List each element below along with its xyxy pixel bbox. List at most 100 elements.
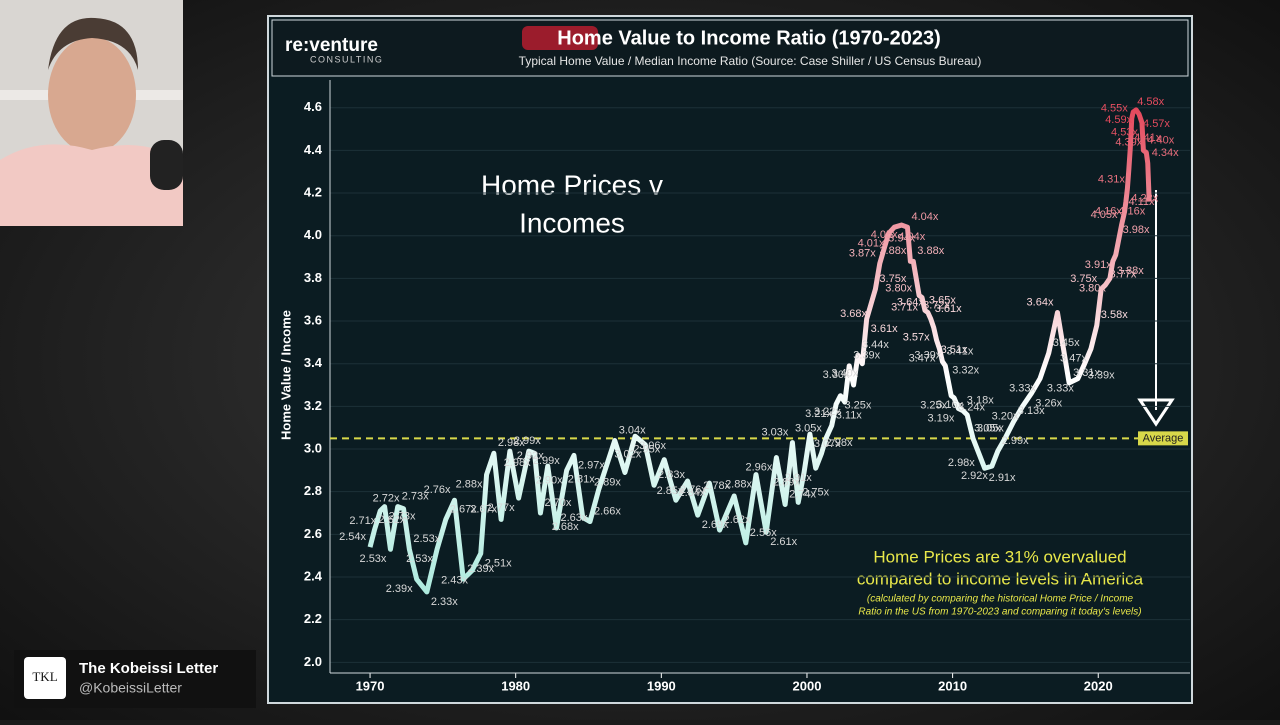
value-label: 3.02x (614, 449, 641, 461)
value-label: 2.73x (402, 491, 429, 503)
value-label: 2.91x (989, 472, 1016, 484)
value-label: 2.75x (802, 486, 829, 498)
value-label: 3.64x (897, 296, 924, 308)
value-label: 2.83x (658, 469, 685, 481)
value-label: 2.39x (467, 563, 494, 575)
x-tick-label: 2020 (1084, 678, 1113, 693)
value-label: 4.11x (1128, 196, 1155, 208)
y-tick-label: 3.2 (304, 398, 322, 413)
y-tick-label: 3.4 (304, 355, 323, 370)
value-label: 3.07x (814, 438, 841, 450)
value-label: 2.66x (594, 505, 621, 517)
value-label: 2.85x (657, 485, 684, 497)
value-label: 2.70x (544, 497, 571, 509)
value-label: 3.47x (1060, 353, 1087, 365)
logo: re:venture (285, 35, 378, 56)
value-label: 2.72x (373, 493, 400, 505)
value-label: 3.71x (891, 301, 918, 313)
value-label: 3.26x (1035, 397, 1062, 409)
value-label: 3.04x (619, 424, 646, 436)
value-label: 2.99x (514, 435, 541, 447)
value-label: 2.92x (961, 470, 988, 482)
value-label: 3.31x (1073, 367, 1100, 379)
value-label: 4.31x (1098, 173, 1125, 185)
y-tick-label: 3.0 (304, 440, 322, 455)
value-label: 2.77x (488, 502, 515, 514)
value-label: 3.39x (914, 350, 941, 362)
y-tick-label: 2.6 (304, 526, 322, 541)
value-label: 3.05x (795, 422, 822, 434)
x-tick-label: 2010 (938, 678, 967, 693)
value-label: 2.39x (386, 583, 413, 595)
value-label: 2.92x (517, 450, 544, 462)
value-label: 4.04x (898, 231, 925, 243)
title-highlight (522, 26, 598, 50)
value-label: 4.53x (1111, 127, 1138, 139)
value-label: 3.24x (958, 402, 985, 414)
value-label: 4.05x (1091, 209, 1118, 221)
value-label: 3.25x (920, 400, 947, 412)
plot: 2.0 2.2 2.4 2.6 2.8 3.0 3.2 3.4 3.6 3.8 4.0 4.2 4.4 4… (304, 80, 1190, 693)
value-label: 3.80x (1079, 282, 1106, 294)
value-label: 2.62x (378, 514, 405, 526)
value-label: 3.45x (1053, 337, 1080, 349)
value-label: 3.65x (929, 294, 956, 306)
value-label: 2.54x (339, 531, 366, 543)
value-label: 3.61x (871, 323, 898, 335)
value-label: 3.39x (1088, 370, 1115, 382)
badge-handle: @KobeissiLetter (79, 680, 182, 696)
y-tick-label: 2.2 (304, 611, 322, 626)
badge-name: The Kobeissi Letter (79, 660, 218, 677)
value-label: 3.33x (1009, 383, 1036, 395)
value-label: 3.18x (967, 395, 994, 407)
value-label: 3.19x (928, 412, 955, 424)
value-label: 2.78x (703, 480, 730, 492)
annotation: (calculated by comparing the historical … (867, 594, 1134, 605)
value-label: 3.06x (639, 440, 666, 452)
annotation: Home Prices are 31% overvalued (873, 547, 1126, 566)
value-label: 3.75x (1070, 273, 1097, 285)
annotation: compared to income levels in America (857, 569, 1144, 588)
value-label: 4.04x (911, 211, 938, 223)
value-label: 3.98x (1123, 224, 1150, 236)
value-label: 3.32x (952, 365, 979, 377)
y-axis-label: Home Value / Income (278, 310, 293, 440)
value-label: 3.47x (909, 353, 936, 365)
annotation: Home Prices v (481, 169, 663, 200)
value-label: 2.53x (413, 533, 440, 545)
value-label: 2.95x (633, 444, 660, 456)
value-label: 3.72x (923, 299, 950, 311)
value-label: 2.51x (485, 557, 512, 569)
value-label: 2.89x (773, 476, 800, 488)
value-label: 4.58x (1137, 96, 1164, 108)
value-label: 4.59x (1105, 114, 1132, 126)
value-label: 2.76x (424, 484, 451, 496)
value-label: 2.71x (349, 515, 376, 527)
webcam (0, 0, 183, 226)
value-label: 2.99x (1002, 435, 1029, 447)
average-tag (1138, 431, 1188, 446)
value-label: 2.90x (536, 474, 563, 486)
value-label: 3.57x (903, 331, 930, 343)
value-label: 2.67x (450, 503, 477, 515)
value-label: 3.61x (935, 303, 962, 315)
chart-title: Home Value to Income Ratio (1970-2023) (557, 27, 940, 49)
value-label: 3.88x (879, 245, 906, 257)
value-label: 3.30x (823, 369, 850, 381)
value-label: 3.91x (1085, 259, 1112, 271)
x-tick-label: 1990 (647, 678, 676, 693)
value-label: 3.05x (977, 422, 1004, 434)
value-label: 2.88x (725, 479, 752, 491)
value-label: 3.22x (814, 406, 841, 418)
y-tick-label: 4.4 (304, 142, 323, 157)
value-label: 3.41x (946, 345, 973, 357)
value-label: 3.25x (844, 400, 871, 412)
value-label: 2.98x (504, 457, 531, 469)
value-label: 2.99x (533, 455, 560, 467)
value-label: 4.40x (1147, 134, 1174, 146)
value-label: 3.58x (1101, 309, 1128, 321)
value-label: 2.53x (406, 553, 433, 565)
value-label: 2.61x (770, 536, 797, 548)
value-label: 4.01x (858, 237, 885, 249)
